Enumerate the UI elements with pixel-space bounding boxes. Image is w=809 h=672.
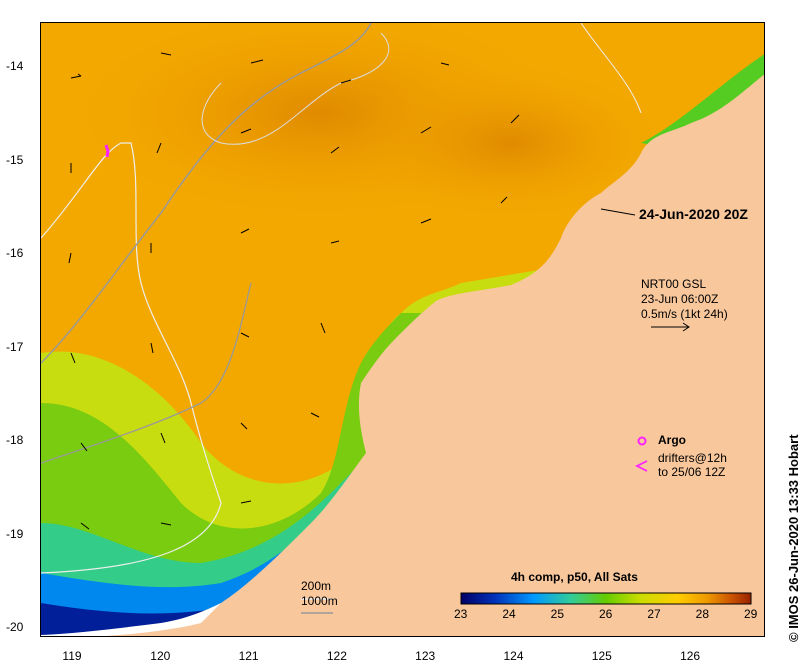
current-legend-line3: 0.5m/s (1kt 24h): [641, 307, 728, 321]
colorbar-tick-label: 29: [744, 607, 758, 621]
current-legend-line2: 23-Jun 06:00Z: [641, 292, 719, 306]
x-axis-label: 125: [591, 649, 612, 663]
y-axis-label: -15: [6, 152, 24, 167]
y-axis-label: -16: [6, 246, 24, 260]
x-axis-label: 126: [680, 649, 701, 663]
current-legend-arrow: [651, 322, 690, 332]
y-axis-label: -19: [6, 526, 24, 541]
argo-label: Argo: [658, 433, 686, 447]
warm-core-east: [351, 63, 671, 223]
y-axis-label: -17: [6, 339, 24, 354]
x-axis-label: 120: [150, 649, 171, 663]
colorbar-title: 4h comp, p50, All Sats: [511, 570, 638, 584]
y-axis-label: -20: [6, 620, 24, 634]
depth-contour-ring: [201, 32, 390, 145]
colorbar-tick-label: 28: [695, 607, 710, 621]
x-axis-label: 119: [62, 649, 82, 663]
sst-map-canvas: [41, 23, 764, 636]
depth-contour-200m: [41, 142, 222, 574]
depth-contour-1000m: [41, 23, 372, 364]
current-legend-line1: NRT00 GSL: [641, 277, 707, 291]
argo-track: [104, 144, 110, 158]
x-axis-label: 121: [238, 649, 259, 663]
depth-contour-ne: [580, 23, 642, 114]
x-axis-label: 122: [326, 649, 347, 663]
y-axis-label: -14: [6, 59, 24, 73]
date-pointer-line: [600, 208, 636, 216]
drifter-symbol-icon: [634, 460, 648, 472]
land-australia: [94, 74, 764, 636]
drifters-to-label: to 25/06 12Z: [658, 465, 726, 479]
date-label: 24-Jun-2020 20Z: [639, 206, 748, 222]
colorbar-tick-label: 27: [647, 607, 661, 621]
y-axis-label: -18: [6, 433, 24, 447]
x-axis-label: 124: [503, 649, 524, 663]
colorbar-tick-label: 25: [550, 607, 565, 621]
argo-symbol-icon: [637, 436, 647, 446]
current-vectors: [68, 52, 520, 530]
depth-1000m-label: 1000m: [301, 594, 338, 608]
x-axis-label: 123: [415, 649, 436, 663]
imos-stamp: © IMOS 26-Jun-2020 13:33 Hobart: [786, 434, 801, 642]
depth-contour-1000m-b: [41, 282, 252, 464]
colorbar-tick-label: 26: [599, 607, 613, 621]
colorbar-tick-label: 23: [454, 607, 468, 621]
sst-map: 24-Jun-2020 20Z NRT00 GSL 23-Jun 06:00Z …: [40, 22, 765, 637]
colorbar-tick-label: 24: [502, 607, 516, 621]
colorbar: [460, 592, 752, 605]
drifters-label: drifters@12h: [658, 451, 727, 465]
depth-200m-label: 200m: [301, 579, 332, 593]
coastal-fringe: [41, 603, 221, 636]
